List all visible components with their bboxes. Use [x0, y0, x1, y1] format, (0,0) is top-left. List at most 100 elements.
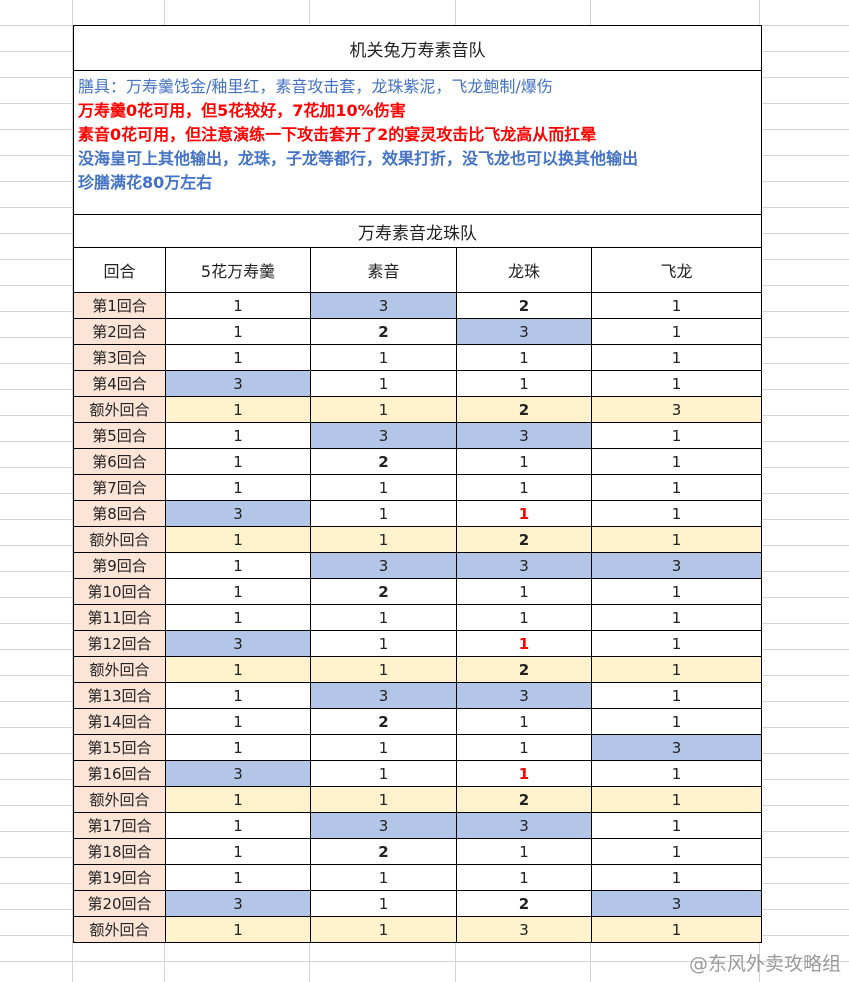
- value-cell[interactable]: 1: [590, 292, 763, 319]
- value-cell[interactable]: 3: [165, 370, 311, 397]
- round-label[interactable]: 额外回合: [73, 396, 166, 423]
- value-cell[interactable]: 1: [590, 448, 763, 475]
- value-cell[interactable]: 3: [590, 734, 763, 761]
- value-cell[interactable]: 2: [310, 838, 457, 865]
- round-label[interactable]: 额外回合: [73, 526, 166, 553]
- value-cell[interactable]: 1: [165, 916, 311, 943]
- value-cell[interactable]: 2: [456, 656, 592, 683]
- value-cell[interactable]: 3: [590, 552, 763, 579]
- value-cell[interactable]: 3: [456, 318, 592, 345]
- value-cell[interactable]: 1: [310, 474, 457, 501]
- round-label[interactable]: 第15回合: [73, 734, 166, 761]
- value-cell[interactable]: 1: [590, 500, 763, 527]
- value-cell[interactable]: 1: [310, 526, 457, 553]
- value-cell[interactable]: 1: [590, 682, 763, 709]
- value-cell[interactable]: 3: [165, 500, 311, 527]
- value-cell[interactable]: 1: [165, 552, 311, 579]
- value-cell[interactable]: 1: [165, 448, 311, 475]
- round-label[interactable]: 第10回合: [73, 578, 166, 605]
- value-cell[interactable]: 1: [590, 786, 763, 813]
- value-cell[interactable]: 3: [310, 812, 457, 839]
- value-cell[interactable]: 3: [456, 552, 592, 579]
- value-cell[interactable]: 1: [456, 578, 592, 605]
- notes-cell[interactable]: 膳具：万寿羹饯金/釉里红，素音攻击套，龙珠紫泥，飞龙鲍制/爆伤 万寿羹0花可用，但…: [72, 70, 763, 215]
- value-cell[interactable]: 3: [310, 422, 457, 449]
- round-label[interactable]: 第19回合: [73, 864, 166, 891]
- value-cell[interactable]: 1: [456, 370, 592, 397]
- value-cell[interactable]: 1: [165, 786, 311, 813]
- round-label[interactable]: 额外回合: [73, 656, 166, 683]
- value-cell[interactable]: 1: [310, 344, 457, 371]
- value-cell[interactable]: 1: [590, 760, 763, 787]
- header-wanshougeng[interactable]: 5花万寿羹: [165, 247, 311, 293]
- round-label[interactable]: 额外回合: [73, 916, 166, 943]
- value-cell[interactable]: 2: [456, 526, 592, 553]
- value-cell[interactable]: 2: [310, 318, 457, 345]
- value-cell[interactable]: 1: [165, 344, 311, 371]
- value-cell[interactable]: 1: [590, 708, 763, 735]
- value-cell[interactable]: 1: [456, 760, 592, 787]
- value-cell[interactable]: 1: [310, 630, 457, 657]
- round-label[interactable]: 第20回合: [73, 890, 166, 917]
- round-label[interactable]: 第2回合: [73, 318, 166, 345]
- value-cell[interactable]: 1: [165, 604, 311, 631]
- round-label[interactable]: 第16回合: [73, 760, 166, 787]
- value-cell[interactable]: 1: [165, 682, 311, 709]
- value-cell[interactable]: 1: [310, 786, 457, 813]
- round-label[interactable]: 第14回合: [73, 708, 166, 735]
- value-cell[interactable]: 1: [590, 838, 763, 865]
- team-subtitle[interactable]: 万寿素音龙珠队: [72, 214, 763, 248]
- value-cell[interactable]: 1: [456, 344, 592, 371]
- value-cell[interactable]: 2: [310, 448, 457, 475]
- value-cell[interactable]: 1: [310, 604, 457, 631]
- round-label[interactable]: 第9回合: [73, 552, 166, 579]
- value-cell[interactable]: 1: [456, 708, 592, 735]
- value-cell[interactable]: 3: [310, 682, 457, 709]
- value-cell[interactable]: 3: [456, 812, 592, 839]
- value-cell[interactable]: 1: [456, 604, 592, 631]
- round-label[interactable]: 第1回合: [73, 292, 166, 319]
- round-label[interactable]: 第7回合: [73, 474, 166, 501]
- value-cell[interactable]: 3: [456, 916, 592, 943]
- value-cell[interactable]: 3: [590, 396, 763, 423]
- round-label[interactable]: 第5回合: [73, 422, 166, 449]
- header-longzhu[interactable]: 龙珠: [456, 247, 592, 293]
- value-cell[interactable]: 1: [456, 734, 592, 761]
- value-cell[interactable]: 1: [310, 370, 457, 397]
- round-label[interactable]: 第18回合: [73, 838, 166, 865]
- header-round[interactable]: 回合: [73, 247, 166, 293]
- value-cell[interactable]: 1: [590, 604, 763, 631]
- value-cell[interactable]: 1: [310, 734, 457, 761]
- value-cell[interactable]: 1: [456, 500, 592, 527]
- value-cell[interactable]: 1: [165, 578, 311, 605]
- round-label[interactable]: 第4回合: [73, 370, 166, 397]
- value-cell[interactable]: 1: [310, 864, 457, 891]
- value-cell[interactable]: 2: [310, 708, 457, 735]
- value-cell[interactable]: 3: [590, 890, 763, 917]
- value-cell[interactable]: 1: [456, 838, 592, 865]
- value-cell[interactable]: 1: [165, 396, 311, 423]
- value-cell[interactable]: 1: [310, 890, 457, 917]
- value-cell[interactable]: 1: [590, 630, 763, 657]
- value-cell[interactable]: 1: [590, 864, 763, 891]
- value-cell[interactable]: 1: [165, 734, 311, 761]
- round-label[interactable]: 第11回合: [73, 604, 166, 631]
- header-feilong[interactable]: 飞龙: [590, 247, 763, 293]
- value-cell[interactable]: 1: [590, 578, 763, 605]
- value-cell[interactable]: 1: [165, 708, 311, 735]
- value-cell[interactable]: 3: [456, 682, 592, 709]
- header-suyin[interactable]: 素音: [310, 247, 457, 293]
- value-cell[interactable]: 1: [165, 474, 311, 501]
- value-cell[interactable]: 1: [310, 760, 457, 787]
- value-cell[interactable]: 1: [590, 422, 763, 449]
- round-label[interactable]: 第3回合: [73, 344, 166, 371]
- value-cell[interactable]: 1: [590, 526, 763, 553]
- value-cell[interactable]: 3: [310, 292, 457, 319]
- value-cell[interactable]: 2: [456, 396, 592, 423]
- value-cell[interactable]: 1: [165, 838, 311, 865]
- value-cell[interactable]: 3: [456, 422, 592, 449]
- value-cell[interactable]: 1: [310, 916, 457, 943]
- value-cell[interactable]: 1: [590, 474, 763, 501]
- value-cell[interactable]: 1: [165, 318, 311, 345]
- value-cell[interactable]: 3: [165, 760, 311, 787]
